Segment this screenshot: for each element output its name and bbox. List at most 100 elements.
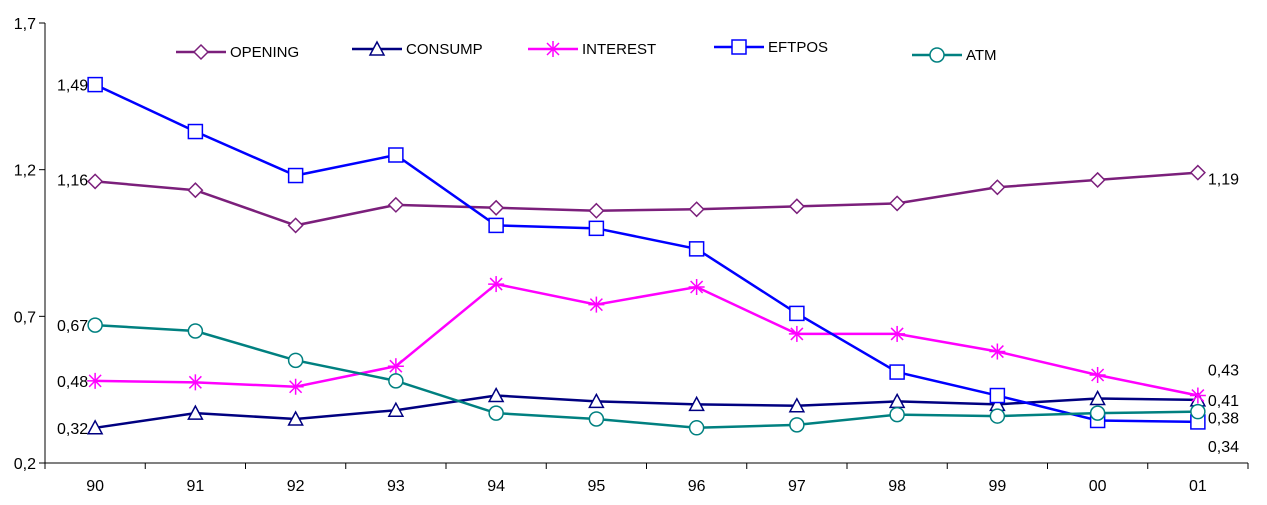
- legend-marker-atm: [929, 47, 945, 63]
- data-label-eftpos: 1,49: [57, 78, 88, 95]
- point-opening: [788, 198, 805, 215]
- point-atm: [688, 420, 705, 436]
- point-eftpos: [388, 147, 404, 163]
- point-interest: [87, 372, 104, 389]
- data-label-opening: 1,16: [57, 172, 88, 189]
- point-eftpos: [688, 241, 705, 257]
- point-eftpos: [889, 364, 905, 380]
- legend-item-consump: CONSUMP: [352, 40, 483, 58]
- point-atm: [989, 408, 1006, 424]
- legend-marker-eftpos: [731, 39, 747, 55]
- marker-stroke: [289, 380, 303, 394]
- marker-stroke: [546, 42, 560, 56]
- point-consump: [86, 419, 104, 435]
- data-label-opening: 1,19: [1208, 172, 1239, 189]
- point-interest: [187, 374, 204, 391]
- y-tick-label: 0,2: [14, 456, 36, 473]
- series-markers: [86, 76, 1207, 436]
- point-opening: [387, 196, 404, 213]
- point-opening: [187, 182, 204, 199]
- point-interest: [588, 296, 605, 313]
- legend-marker-consump: [368, 40, 386, 56]
- data-label-eftpos: 0,34: [1208, 439, 1239, 456]
- point-consump: [588, 392, 605, 409]
- series-line-eftpos: [94, 83, 1198, 424]
- point-eftpos: [588, 220, 605, 237]
- marker-stroke: [790, 327, 804, 341]
- point-atm: [588, 411, 605, 427]
- point-eftpos: [287, 167, 304, 184]
- point-consump: [1089, 389, 1106, 406]
- legend: OPENING CONSUMP INTEREST EFTPOS ATM: [176, 39, 997, 64]
- legend-marker-interest: [545, 41, 561, 57]
- point-eftpos: [187, 123, 204, 140]
- point-interest: [1189, 387, 1206, 404]
- point-eftpos: [87, 76, 103, 93]
- series-line-consump: [94, 394, 1198, 430]
- x-axis-ticks: 90 91 92 93 94 95 96 97 98 99 00 01: [44, 463, 1249, 495]
- x-tick-label: 99: [988, 478, 1006, 495]
- point-opening: [1089, 171, 1106, 188]
- point-atm: [889, 406, 905, 423]
- marker-stroke: [1191, 389, 1205, 403]
- point-atm: [488, 405, 504, 421]
- legend-label: ATM: [966, 47, 997, 64]
- point-interest: [788, 325, 805, 342]
- y-tick-label: 1,2: [14, 163, 36, 180]
- legend-label: INTEREST: [582, 41, 656, 58]
- point-interest: [989, 343, 1006, 360]
- marker-stroke: [1091, 368, 1105, 382]
- marker-stroke: [690, 280, 704, 294]
- point-opening: [588, 202, 605, 219]
- x-tick-label: 93: [387, 478, 405, 495]
- point-atm: [789, 417, 805, 433]
- point-interest: [287, 378, 304, 395]
- x-tick-label: 94: [487, 478, 505, 495]
- data-label-interest: 0,43: [1208, 363, 1239, 380]
- point-opening: [488, 199, 505, 216]
- point-eftpos: [488, 217, 504, 234]
- x-tick-label: 00: [1089, 478, 1107, 495]
- point-opening: [989, 179, 1006, 196]
- point-interest: [1089, 367, 1106, 383]
- marker-stroke: [188, 375, 202, 389]
- x-tick-label: 97: [788, 478, 806, 495]
- x-tick-label: 96: [688, 478, 706, 495]
- point-consump: [788, 397, 806, 413]
- y-tick-label: 0,7: [14, 309, 36, 326]
- point-interest: [387, 358, 404, 375]
- marker-stroke: [489, 277, 503, 291]
- series-lines: [94, 83, 1199, 430]
- data-label-atm: 0,67: [57, 318, 88, 335]
- point-consump: [688, 395, 705, 412]
- y-axis-ticks: 0,2 0,7 1,2 1,7: [14, 16, 45, 473]
- marker-stroke: [589, 298, 603, 312]
- point-interest: [488, 276, 505, 293]
- x-tick-label: 90: [86, 478, 104, 495]
- marker-stroke: [890, 327, 904, 341]
- point-consump: [287, 410, 304, 426]
- x-tick-label: 92: [287, 478, 305, 495]
- legend-item-opening: OPENING: [176, 43, 299, 61]
- point-opening: [688, 201, 705, 218]
- data-labels: 1,16 1,19 0,32 0,41 0,48 0,43 1,49 0,34 0,67 0,38: [57, 78, 1239, 456]
- point-atm: [388, 373, 404, 389]
- marker-stroke: [990, 345, 1004, 359]
- data-label-consump: 0,41: [1208, 393, 1239, 410]
- point-opening: [287, 217, 304, 234]
- point-opening: [1189, 164, 1206, 181]
- data-label-interest: 0,48: [57, 374, 88, 391]
- point-atm: [87, 317, 103, 333]
- point-atm: [1190, 403, 1206, 420]
- x-tick-label: 98: [888, 478, 906, 495]
- series-line-opening: [95, 171, 1198, 227]
- point-atm: [287, 352, 304, 369]
- point-consump: [387, 401, 405, 417]
- point-opening: [889, 195, 906, 212]
- series-line-atm: [95, 323, 1198, 430]
- marker-stroke: [88, 374, 102, 388]
- point-opening: [87, 173, 104, 190]
- point-eftpos: [989, 387, 1006, 404]
- data-label-atm: 0,38: [1208, 411, 1239, 428]
